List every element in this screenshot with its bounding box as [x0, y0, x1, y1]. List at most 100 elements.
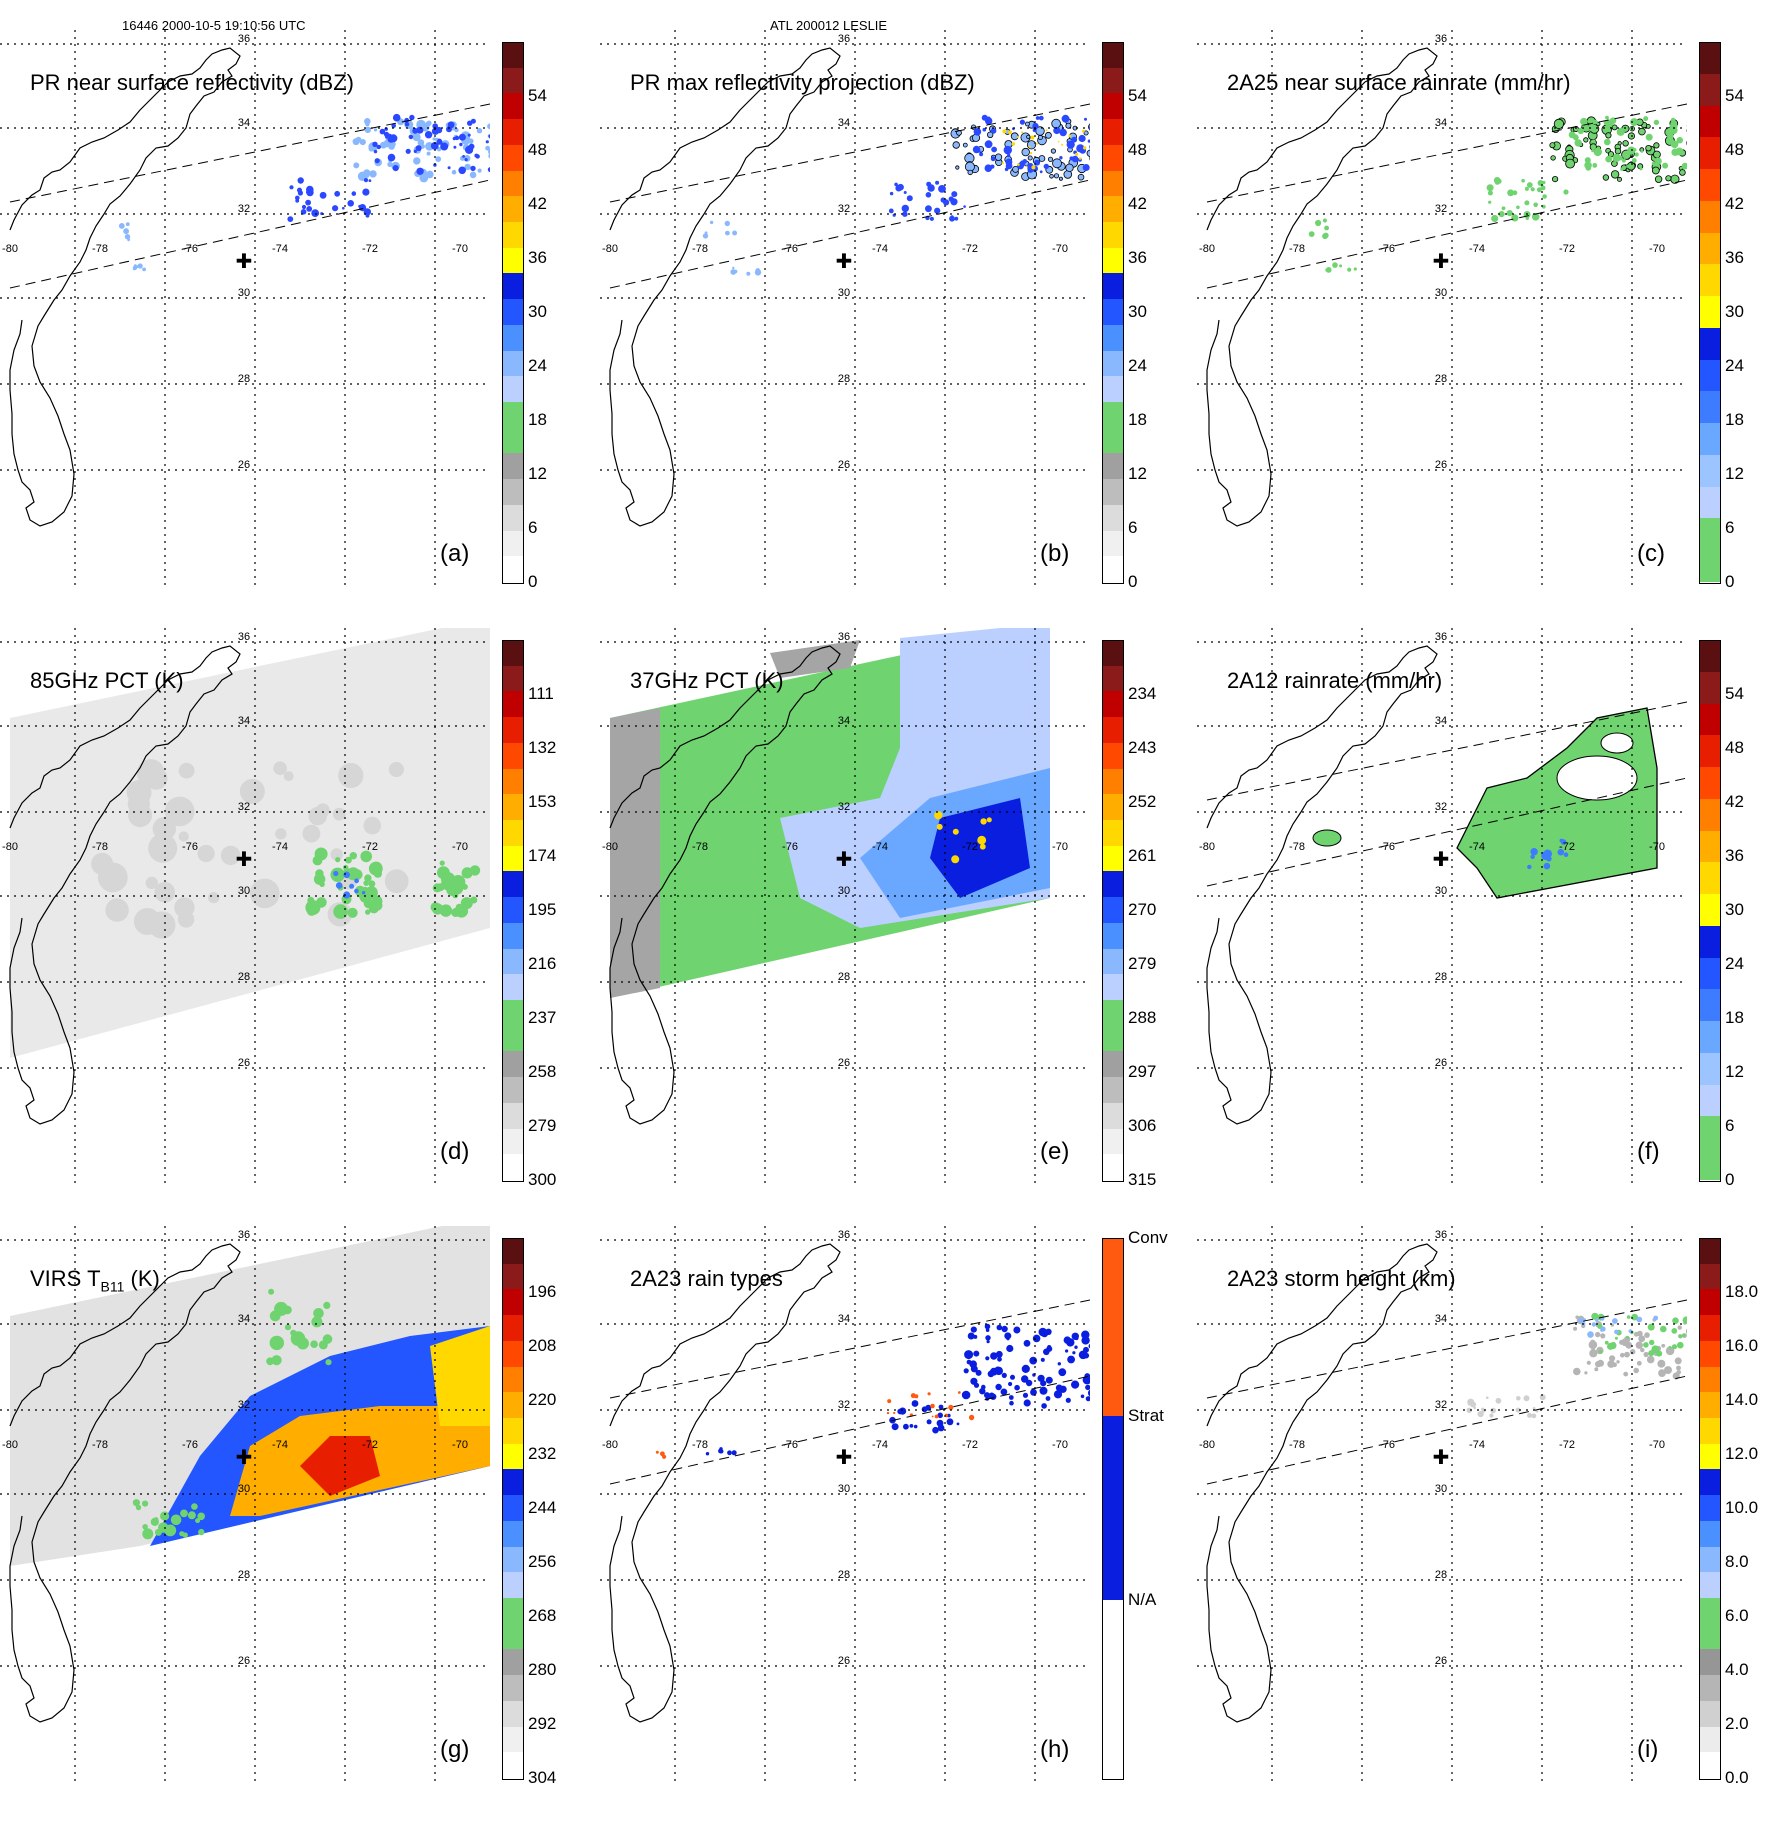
precip-cell	[459, 143, 462, 146]
colorbar-tick: 174	[528, 846, 556, 866]
precip-cell	[1600, 1333, 1605, 1338]
precip-cell	[902, 212, 907, 217]
colorbar-tick: 54	[1725, 86, 1744, 106]
precip-cell	[343, 872, 350, 879]
lat-label: 30	[238, 1483, 250, 1495]
precip-cell	[1592, 163, 1597, 168]
precip-cell	[179, 1531, 184, 1536]
precip-cell	[985, 140, 993, 148]
lat-label: 28	[1435, 1569, 1447, 1581]
lat-label: 32	[238, 1399, 250, 1411]
precip-cell	[990, 1352, 997, 1359]
precip-cell	[1640, 1348, 1644, 1352]
precip-cell	[662, 1455, 666, 1459]
precip-cell	[316, 897, 327, 908]
precip-cell	[1013, 1327, 1020, 1334]
panel-title: 2A23 rain types	[630, 1266, 783, 1292]
precip-cell	[1004, 1332, 1011, 1339]
precip-cell	[369, 179, 372, 182]
precip-cell	[991, 147, 997, 153]
lat-label: 32	[1435, 203, 1447, 215]
precip-cell	[974, 128, 982, 136]
precip-cell	[1332, 262, 1338, 268]
precip-cell	[1594, 1367, 1598, 1371]
precip-cell	[1050, 174, 1054, 178]
colorbar-tick: 256	[528, 1552, 556, 1572]
precip-cell	[1660, 1326, 1667, 1333]
precip-cell	[971, 1327, 977, 1333]
precip-cell	[406, 149, 411, 154]
precip-cell	[477, 128, 482, 133]
precip-cell	[1024, 1399, 1031, 1406]
lon-label: -76	[182, 841, 198, 853]
precip-cell	[470, 172, 477, 179]
precip-cell	[1671, 1328, 1677, 1334]
precip-cell	[160, 1511, 169, 1520]
precip-cell	[393, 165, 399, 171]
panel-letter: (g)	[440, 1736, 469, 1764]
precip-cell	[1544, 863, 1551, 870]
precip-cell	[1071, 1381, 1079, 1389]
colorbar-frame	[502, 640, 524, 1182]
precip-cell	[412, 128, 418, 134]
precip-cell	[1635, 152, 1639, 156]
precip-cell	[334, 191, 340, 197]
precip-cell	[1623, 1372, 1628, 1377]
precip-cell	[362, 891, 365, 894]
lon-label: -74	[872, 243, 888, 255]
lat-label: 34	[838, 117, 850, 129]
colorbar-tick: 42	[528, 194, 547, 214]
precip-cell	[1634, 1332, 1639, 1337]
lat-label: 32	[838, 203, 850, 215]
lon-label: -78	[692, 243, 708, 255]
precip-cell	[947, 1418, 954, 1425]
precip-cell	[273, 1339, 283, 1349]
precip-cell	[727, 1450, 732, 1455]
precip-cell	[1612, 1318, 1618, 1324]
precip-cell	[1588, 124, 1595, 131]
precip-cell	[374, 128, 377, 131]
colorbar-tick: 216	[528, 954, 556, 974]
lon-label: -72	[362, 243, 378, 255]
precip-cell	[932, 1416, 934, 1418]
precip-cell	[364, 178, 368, 182]
precip-cell	[1028, 156, 1032, 160]
precip-cell	[1064, 1336, 1071, 1343]
lon-label: -72	[362, 1439, 378, 1451]
precip-cell	[164, 1525, 176, 1537]
lat-label: 30	[238, 287, 250, 299]
precip-cell	[1083, 1347, 1089, 1353]
precip-cell	[1010, 1375, 1015, 1380]
colorbar-tick: 279	[528, 1116, 556, 1136]
precip-cell	[926, 182, 931, 187]
colorbar-tick: 244	[528, 1498, 556, 1518]
precip-cell	[890, 192, 893, 195]
precip-cell	[1636, 1317, 1642, 1323]
precip-cell	[1044, 164, 1049, 169]
precip-cell	[468, 134, 471, 137]
lat-label: 32	[238, 203, 250, 215]
precip-cell	[124, 231, 126, 233]
precip-cell	[1540, 1394, 1546, 1400]
precip-cell	[935, 181, 939, 185]
lon-label: -72	[962, 243, 978, 255]
lon-label: -70	[452, 841, 468, 853]
lon-label: -78	[1289, 1439, 1305, 1451]
lon-label: -70	[1052, 243, 1068, 255]
lat-label: 30	[838, 1483, 850, 1495]
precip-cell	[1589, 1349, 1597, 1357]
precip-cell	[1617, 155, 1622, 160]
colorbar	[1699, 640, 1721, 1180]
precip-cell	[1542, 181, 1545, 184]
panel-title: 2A12 rainrate (mm/hr)	[1227, 668, 1442, 694]
precip-cell	[353, 138, 360, 145]
precip-cell	[296, 198, 299, 201]
precip-cell	[1601, 1326, 1606, 1331]
precip-cell	[343, 865, 348, 870]
precip-cell	[893, 1412, 895, 1414]
precip-cell	[1587, 1331, 1594, 1338]
precip-cell	[1649, 1340, 1654, 1345]
precip-cell	[1009, 1401, 1014, 1406]
